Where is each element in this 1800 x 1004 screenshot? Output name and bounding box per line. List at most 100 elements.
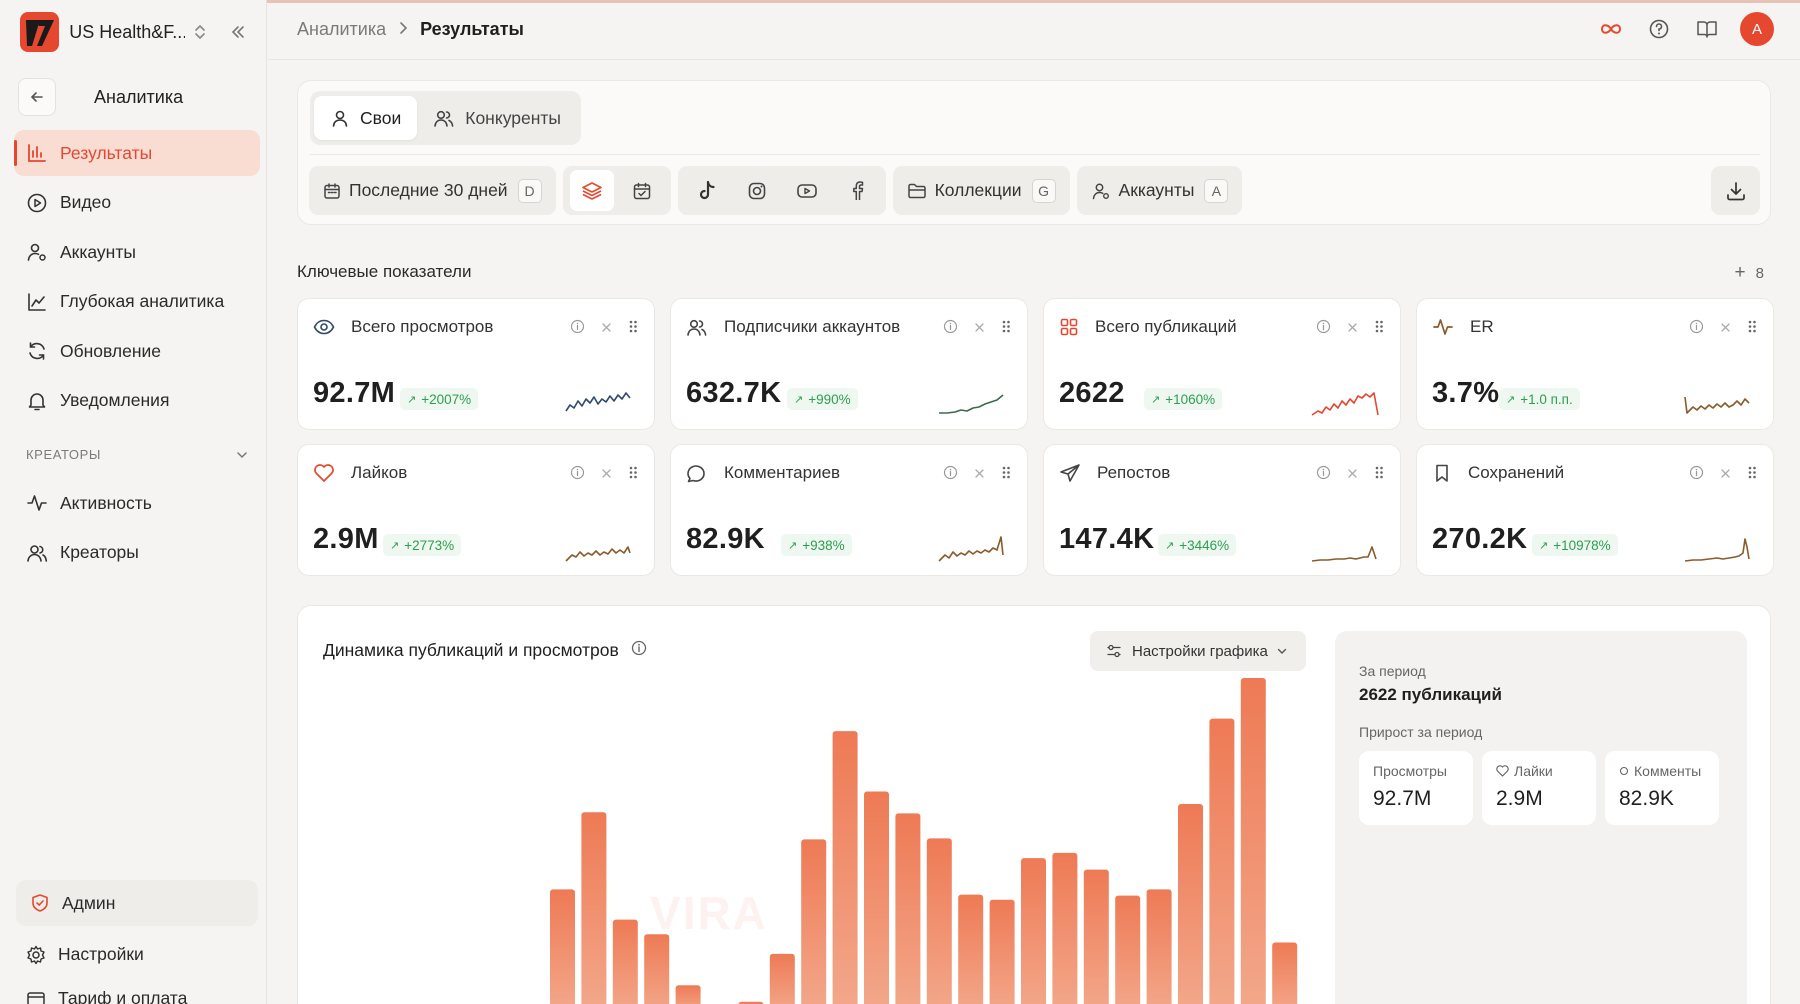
close-icon[interactable] xyxy=(601,320,612,336)
close-icon[interactable] xyxy=(1347,320,1358,336)
avatar[interactable]: A xyxy=(1740,12,1774,46)
breadcrumb-root[interactable]: Аналитика xyxy=(297,19,387,39)
tab-competitors[interactable]: Конкуренты xyxy=(417,96,577,140)
chart-bar[interactable] xyxy=(738,1001,764,1004)
drag-handle-icon[interactable] xyxy=(1001,319,1011,337)
close-icon[interactable] xyxy=(974,320,985,336)
drag-handle-icon[interactable] xyxy=(628,465,638,483)
close-icon[interactable] xyxy=(601,466,612,482)
chart-bar[interactable] xyxy=(550,889,575,1004)
arrow-up-right-icon: ↗ xyxy=(1506,393,1516,406)
chart-bar[interactable] xyxy=(958,894,984,1004)
drag-handle-icon[interactable] xyxy=(1747,319,1757,337)
youtube-icon[interactable] xyxy=(785,170,829,211)
chart-bar[interactable] xyxy=(675,985,701,1004)
add-metric-button[interactable]: + 8 xyxy=(1735,262,1764,284)
chart-bar[interactable] xyxy=(1146,889,1172,1004)
chart-bar[interactable] xyxy=(1272,942,1298,1004)
collapse-sidebar-icon[interactable] xyxy=(226,20,250,44)
chart-bar[interactable] xyxy=(612,919,638,1004)
info-icon[interactable] xyxy=(943,319,958,337)
close-icon[interactable] xyxy=(1720,466,1731,482)
metric-card[interactable]: Сохранений 270.2K ↗ +10978% xyxy=(1416,444,1774,576)
metric-card[interactable]: Всего публикаций 2622 ↗ +1060% xyxy=(1043,298,1401,430)
workspace-switcher[interactable]: US Health&F... xyxy=(20,12,250,52)
chart-bar[interactable] xyxy=(989,899,1015,1004)
info-icon[interactable] xyxy=(1316,319,1331,337)
book-icon[interactable] xyxy=(1692,14,1722,44)
accounts-filter[interactable]: Аккаунты A xyxy=(1076,166,1243,215)
metric-card[interactable]: Репостов 147.4K ↗ +3446% xyxy=(1043,444,1401,576)
chart-bar[interactable] xyxy=(644,934,670,1004)
drag-handle-icon[interactable] xyxy=(628,319,638,337)
collections-filter[interactable]: Коллекции G xyxy=(892,166,1070,215)
chart-bar[interactable] xyxy=(1052,852,1078,1004)
metric-tools xyxy=(554,319,638,337)
chart-bar[interactable] xyxy=(1115,895,1141,1004)
sidebar-item-deep-analytics[interactable]: Глубокая аналитика xyxy=(14,279,260,325)
info-icon[interactable] xyxy=(1689,465,1704,483)
metric-card[interactable]: Лайков 2.9M ↗ +2773% xyxy=(297,444,655,576)
sidebar-item-accounts[interactable]: Аккаунты xyxy=(14,229,260,275)
drag-handle-icon[interactable] xyxy=(1374,319,1384,337)
bookmark-icon xyxy=(1432,463,1460,483)
sidebar-item-label: Глубокая аналитика xyxy=(60,291,225,311)
chart-bar[interactable] xyxy=(926,838,952,1004)
sidebar-item-creators[interactable]: Креаторы xyxy=(14,530,260,576)
info-icon[interactable] xyxy=(570,465,585,483)
period-filter[interactable]: Последние 30 дней D xyxy=(309,166,556,215)
close-icon[interactable] xyxy=(1720,320,1731,336)
infinity-icon[interactable] xyxy=(1596,14,1626,44)
layers-icon[interactable] xyxy=(569,170,614,211)
download-button[interactable] xyxy=(1711,166,1760,215)
facebook-icon[interactable] xyxy=(835,170,879,211)
sidebar-item-update[interactable]: Обновление xyxy=(14,328,260,374)
instagram-icon[interactable] xyxy=(735,170,779,211)
creators-section-toggle[interactable]: КРЕАТОРЫ xyxy=(26,447,248,462)
chart-bar[interactable] xyxy=(1209,718,1235,1004)
sidebar-item-settings[interactable]: Настройки xyxy=(26,944,144,965)
metric-card[interactable]: ER 3.7% ↗ +1.0 п.п. xyxy=(1416,298,1774,430)
tiktok-icon[interactable] xyxy=(685,170,729,211)
period-label: Последние 30 дней xyxy=(349,180,508,200)
info-icon[interactable] xyxy=(631,640,647,661)
chart-bar[interactable] xyxy=(832,731,858,1004)
metric-header: Комментариев xyxy=(686,463,840,483)
chart-bar[interactable] xyxy=(895,813,921,1004)
sidebar-item-activity[interactable]: Активность xyxy=(14,480,260,526)
back-button[interactable] xyxy=(18,78,56,116)
chart-bar[interactable] xyxy=(801,839,827,1004)
metric-label: Комментариев xyxy=(724,463,841,482)
help-icon[interactable] xyxy=(1644,14,1674,44)
metric-card[interactable]: Комментариев 82.9K ↗ +938% xyxy=(670,444,1028,576)
stat-views: Просмотры 92.7M xyxy=(1359,751,1473,825)
drag-handle-icon[interactable] xyxy=(1374,465,1384,483)
drag-handle-icon[interactable] xyxy=(1747,465,1757,483)
chart-bar[interactable] xyxy=(1021,858,1046,1004)
info-icon[interactable] xyxy=(1316,465,1331,483)
line-chart-icon xyxy=(28,292,46,311)
calendar-view-icon[interactable] xyxy=(620,170,664,211)
tab-own[interactable]: Свои xyxy=(314,96,418,140)
chart-bar[interactable] xyxy=(1083,869,1109,1004)
sidebar-item-admin[interactable]: Админ xyxy=(16,880,258,926)
info-icon[interactable] xyxy=(1689,319,1704,337)
chart-bar[interactable] xyxy=(1178,804,1203,1004)
sidebar-item-notifications[interactable]: Уведомления xyxy=(14,378,260,424)
chart-bar[interactable] xyxy=(864,791,889,1004)
chart-bar[interactable] xyxy=(1240,678,1266,1004)
info-icon[interactable] xyxy=(570,319,585,337)
drag-handle-icon[interactable] xyxy=(1001,465,1011,483)
sidebar-item-results[interactable]: Результаты xyxy=(14,130,260,176)
sidebar-item-billing[interactable]: Тариф и оплата xyxy=(26,988,187,1004)
metric-card[interactable]: Подписчики аккаунтов 632.7K ↗ +990% xyxy=(670,298,1028,430)
info-icon[interactable] xyxy=(943,465,958,483)
chevron-updown-icon[interactable] xyxy=(191,21,209,43)
sidebar-item-video[interactable]: Видео xyxy=(14,180,260,226)
chart-settings-button[interactable]: Настройки графика xyxy=(1090,631,1306,671)
chart-bar[interactable] xyxy=(769,953,795,1004)
close-icon[interactable] xyxy=(974,466,985,482)
chart-bar[interactable] xyxy=(581,812,607,1004)
close-icon[interactable] xyxy=(1347,466,1358,482)
metric-card[interactable]: Всего просмотров 92.7M ↗ +2007% xyxy=(297,298,655,430)
